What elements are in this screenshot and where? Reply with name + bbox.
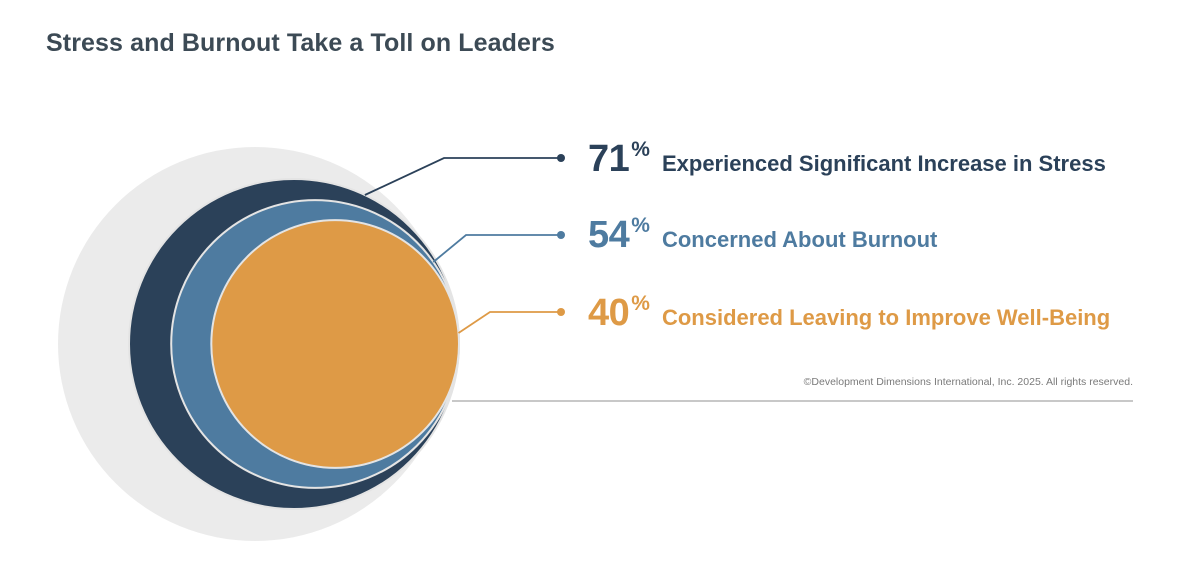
stat-stress: 71 % Experienced Significant Increase in… [588,138,1106,181]
leader-line [432,234,561,263]
stat-value: 54 [588,214,630,256]
stat-label: Concerned About Burnout [661,227,938,252]
stat-burnout: 54 % Concerned About Burnout [588,214,937,257]
leader-dot [557,154,565,162]
leader-line [364,157,561,196]
stat-value: 71 [588,138,630,180]
stat-percent-sign: % [631,138,650,161]
leader-dot [557,231,565,239]
page-title: Stress and Burnout Take a Toll on Leader… [46,29,555,57]
stat-percent-sign: % [631,214,650,237]
stat-leaving: 40 % Considered Leaving to Improve Well-… [588,292,1110,335]
stat-label: Experienced Significant Increase in Stre… [661,151,1106,176]
leaving-circle [210,219,460,469]
stat-value: 40 [588,292,630,334]
leader-line [458,311,561,334]
stat-label: Considered Leaving to Improve Well-Being [661,305,1111,330]
leader-dot [557,308,565,316]
stat-percent-sign: % [631,292,650,315]
copyright-notice: ©Development Dimensions International, I… [803,376,1133,388]
